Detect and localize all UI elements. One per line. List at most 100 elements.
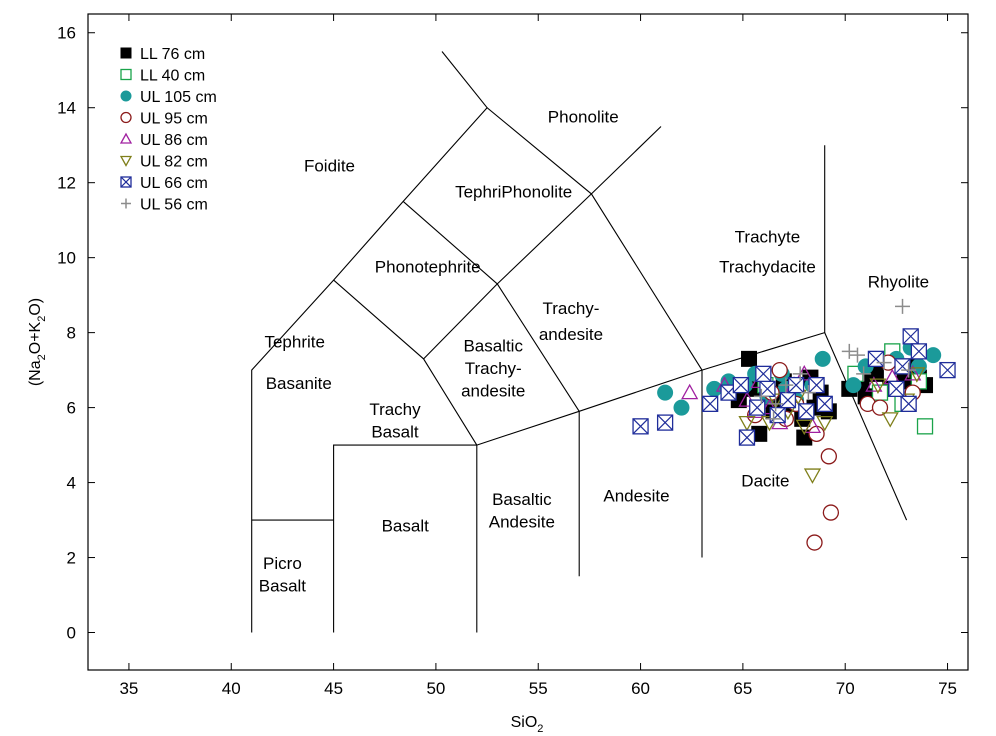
data-point bbox=[768, 396, 784, 412]
data-point bbox=[632, 418, 649, 435]
y-tick-label: 8 bbox=[67, 324, 76, 343]
data-point bbox=[820, 448, 837, 465]
field-label: Picro bbox=[263, 554, 302, 573]
plot-frame bbox=[87, 13, 969, 671]
field-labels: Foidite Phonolite TephriPhonolite Phonoteph… bbox=[259, 108, 929, 596]
field-label: andesite bbox=[461, 381, 525, 400]
legend-label: UL 105 cm bbox=[140, 89, 217, 106]
legend: LL 76 cm LL 40 cm UL 105 cm UL 95 cm UL 86 c… bbox=[119, 46, 217, 214]
data-point bbox=[657, 384, 674, 401]
data-point bbox=[741, 350, 758, 367]
legend-marker bbox=[121, 198, 131, 209]
data-point bbox=[849, 347, 865, 363]
x-tick-label: 60 bbox=[631, 679, 650, 698]
y-tick-label: 12 bbox=[57, 174, 76, 193]
data-point bbox=[816, 395, 833, 413]
legend-label: UL 95 cm bbox=[140, 111, 208, 128]
field-label: Trachydacite bbox=[719, 258, 816, 277]
field-label: Basalt bbox=[371, 423, 419, 442]
data-point bbox=[753, 388, 769, 404]
field-label: Phonolite bbox=[548, 108, 619, 127]
data-point bbox=[871, 399, 889, 416]
x-tick-label: 35 bbox=[119, 679, 138, 698]
data-point bbox=[732, 376, 749, 394]
field-label: Basaltic bbox=[492, 490, 552, 509]
field-boundary-line bbox=[441, 51, 488, 109]
legend-marker bbox=[120, 90, 132, 102]
x-axis-label: SiO2 bbox=[511, 714, 544, 735]
data-point bbox=[769, 406, 786, 424]
legend-label: LL 76 cm bbox=[140, 46, 205, 63]
x-tick-label: 40 bbox=[222, 679, 241, 698]
data-point bbox=[908, 367, 926, 383]
data-point bbox=[910, 343, 928, 360]
y-tick-label: 4 bbox=[67, 474, 76, 493]
data-point bbox=[749, 399, 766, 416]
data-point bbox=[845, 377, 862, 394]
x-tick-label: 45 bbox=[324, 679, 343, 698]
data-point bbox=[881, 412, 899, 428]
data-point bbox=[856, 366, 872, 382]
y-tick-label: 14 bbox=[57, 99, 76, 118]
field-label: Tephrite bbox=[264, 333, 324, 352]
field-boundary-line bbox=[333, 444, 478, 633]
data-point bbox=[656, 414, 674, 431]
data-point bbox=[778, 377, 794, 393]
legend-marker bbox=[120, 68, 132, 81]
data-point bbox=[910, 358, 927, 375]
data-point bbox=[738, 391, 756, 407]
x-axis: 35 40 45 50 55 60 65 70 75 bbox=[119, 14, 957, 698]
data-point bbox=[916, 418, 934, 435]
data-point bbox=[894, 358, 911, 375]
x-tick-label: 55 bbox=[529, 679, 548, 698]
field-label: Trachy- bbox=[465, 359, 522, 378]
data-point bbox=[902, 328, 919, 345]
data-point bbox=[806, 534, 823, 551]
data-point bbox=[867, 350, 885, 368]
data-point bbox=[720, 384, 737, 401]
data-point bbox=[803, 468, 822, 484]
data-point bbox=[876, 355, 892, 371]
legend-marker bbox=[119, 155, 133, 167]
data-point bbox=[800, 385, 816, 401]
legend-marker bbox=[120, 111, 132, 124]
y-tick-label: 16 bbox=[57, 24, 76, 43]
field-label: Trachy bbox=[369, 400, 421, 419]
data-point bbox=[760, 398, 779, 415]
data-points bbox=[632, 298, 956, 551]
data-point bbox=[895, 298, 911, 314]
y-tick-label: 6 bbox=[67, 399, 76, 418]
y-axis: 0 2 4 6 8 10 12 14 16 bbox=[57, 24, 968, 643]
data-point bbox=[888, 380, 905, 398]
data-point bbox=[939, 361, 956, 379]
field-label: Rhyolite bbox=[868, 273, 929, 292]
x-tick-label: 50 bbox=[426, 679, 445, 698]
field-boundaries bbox=[251, 51, 908, 633]
y-tick-label: 10 bbox=[57, 249, 76, 268]
x-tick-label: 65 bbox=[733, 679, 752, 698]
data-point bbox=[755, 365, 772, 383]
data-point bbox=[706, 380, 723, 397]
field-label: Basalt bbox=[259, 576, 307, 595]
field-label: TephriPhonolite bbox=[455, 183, 572, 202]
field-boundary-line bbox=[402, 200, 498, 285]
data-point bbox=[792, 366, 808, 382]
field-label: Phonotephrite bbox=[375, 258, 481, 277]
y-tick-label: 0 bbox=[67, 624, 76, 643]
field-label: Trachyte bbox=[735, 228, 801, 247]
data-point bbox=[865, 376, 883, 392]
legend-label: LL 40 cm bbox=[140, 68, 205, 85]
legend-marker bbox=[120, 176, 132, 188]
field-boundary-line bbox=[496, 126, 662, 285]
data-point bbox=[814, 350, 831, 367]
legend-label: UL 82 cm bbox=[140, 154, 208, 171]
field-label: Dacite bbox=[741, 471, 789, 490]
data-point bbox=[901, 362, 917, 378]
data-point bbox=[779, 391, 797, 409]
data-point bbox=[798, 403, 815, 420]
data-point bbox=[808, 425, 825, 442]
data-point bbox=[738, 415, 756, 432]
data-point bbox=[795, 419, 813, 436]
data-point bbox=[673, 399, 690, 416]
